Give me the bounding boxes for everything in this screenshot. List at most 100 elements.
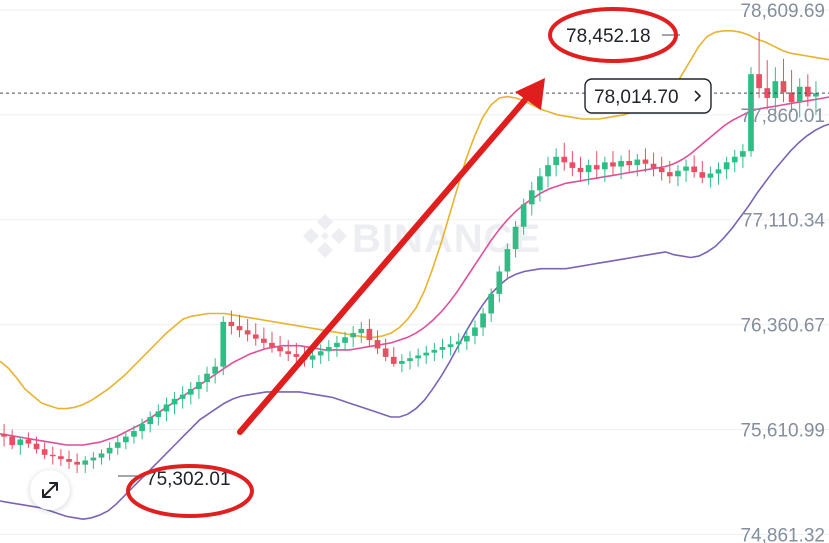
candle-body	[626, 160, 633, 166]
candle-body	[415, 355, 421, 359]
candle-body	[90, 457, 97, 461]
bollinger-middle-line	[0, 96, 829, 446]
y-tick-label: 77,860.01	[740, 106, 825, 127]
candle-body	[179, 394, 186, 399]
candle-body	[131, 431, 137, 437]
candle-body	[520, 204, 527, 227]
candle-body	[796, 86, 803, 103]
candle-body	[171, 398, 178, 405]
candle-body	[545, 165, 551, 177]
low-annotation: 75,302.01	[118, 464, 254, 518]
candle-body	[187, 389, 194, 395]
candle-body	[666, 172, 673, 177]
bollinger-lower-line	[0, 123, 829, 521]
candle-body	[723, 162, 730, 170]
candle-body	[439, 347, 446, 350]
candle-body	[212, 366, 218, 374]
candle-body	[139, 424, 145, 432]
candle-body	[675, 170, 681, 177]
candle-body	[804, 86, 811, 97]
candle-body	[269, 342, 275, 348]
candle-body	[610, 162, 616, 167]
y-tick-label: 78,609.69	[740, 1, 825, 22]
candle-body	[317, 351, 324, 356]
high-price-label: 78,452.18	[566, 26, 651, 47]
candle-body	[106, 447, 113, 454]
candle-body	[423, 352, 430, 356]
candle-body	[325, 347, 332, 352]
candle-body	[82, 460, 89, 465]
candle-body	[463, 335, 470, 342]
candle-body	[691, 166, 697, 173]
candle-body	[748, 74, 754, 152]
candle-body	[707, 173, 714, 178]
y-tick-label: 74,861.32	[740, 525, 825, 543]
candle-body	[585, 165, 592, 173]
candle-body	[382, 348, 389, 357]
candle-body	[642, 159, 649, 164]
y-tick-label: 76,360.67	[740, 316, 825, 337]
candle-body	[350, 333, 357, 338]
candle-body	[98, 453, 105, 458]
high-annotation: 78,452.18	[548, 7, 680, 63]
candle-body	[553, 156, 559, 166]
candles	[1, 31, 819, 474]
candle-body	[196, 382, 202, 390]
candle-body	[634, 159, 641, 166]
candle-body	[407, 358, 413, 362]
candle-body	[480, 313, 486, 328]
expand-chart-button[interactable]	[30, 470, 70, 510]
candle-body	[577, 167, 584, 173]
candle-body	[155, 411, 162, 418]
candle-body	[58, 456, 64, 460]
candle-body	[252, 334, 259, 339]
candle-body	[285, 351, 292, 355]
current-price-label: 78,014.70	[594, 87, 679, 108]
candle-body	[455, 341, 462, 345]
bollinger-bands	[0, 30, 829, 521]
candle-body	[756, 74, 762, 89]
candle-body	[658, 167, 665, 173]
candle-body	[123, 436, 129, 443]
candle-body	[431, 349, 438, 353]
candle-body	[683, 166, 689, 171]
candle-body	[1, 433, 7, 437]
candle-body	[204, 373, 210, 383]
candle-body	[293, 354, 300, 357]
candle-body	[261, 338, 267, 343]
low-price-circle	[126, 464, 254, 518]
y-tick-label: 75,610.99	[740, 421, 825, 442]
candle-body	[602, 162, 608, 170]
candle-body	[561, 156, 568, 163]
y-tick-label: 77,110.34	[742, 211, 826, 232]
candle-body	[731, 156, 738, 163]
candle-body	[618, 160, 624, 167]
high-price-circle	[548, 7, 678, 63]
candle-body	[74, 461, 80, 465]
chart-grid	[0, 9, 829, 535]
candle-body	[390, 356, 397, 364]
candle-body	[342, 337, 348, 343]
candle-body	[472, 327, 478, 336]
candle-body	[447, 344, 454, 348]
candle-body	[236, 326, 243, 331]
candle-body	[593, 165, 600, 170]
candle-body	[813, 93, 819, 97]
candle-body	[220, 321, 227, 367]
candle-body	[650, 163, 657, 168]
candle-body	[772, 81, 779, 98]
low-price-label: 75,302.01	[146, 469, 231, 490]
candle-body	[488, 293, 495, 314]
candle-body	[537, 176, 543, 191]
current-price-tag[interactable]: 78,014.70	[584, 78, 712, 114]
candle-body	[740, 151, 746, 157]
candle-body	[366, 328, 373, 341]
candle-body	[374, 340, 381, 349]
candle-body	[244, 330, 251, 335]
candle-body	[715, 169, 722, 174]
expand-diagonal-icon	[42, 482, 58, 498]
candle-body	[17, 439, 24, 446]
candle-body	[358, 328, 365, 334]
chevron-right-icon	[694, 90, 702, 102]
